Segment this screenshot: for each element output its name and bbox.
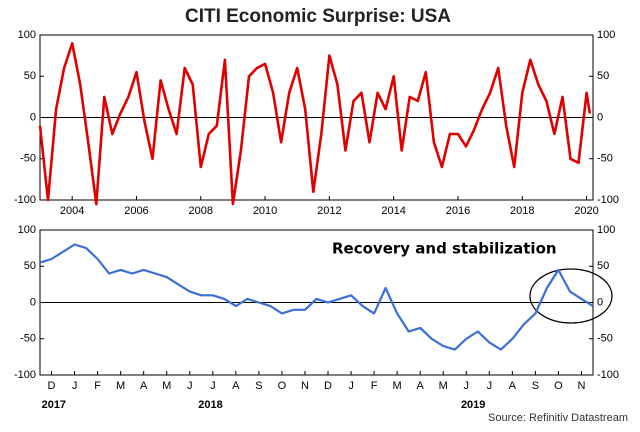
x-tick-label: 2004 <box>60 205 84 217</box>
y-tick-label-right: 0 <box>597 111 603 123</box>
x-tick-label: A <box>509 380 517 392</box>
y-tick-label: -50 <box>20 333 36 345</box>
x-tick-label: O <box>554 380 563 392</box>
y-tick-label-right: 100 <box>597 224 615 236</box>
highlight-ellipse <box>529 268 613 324</box>
y-tick-label-right: 100 <box>597 29 615 41</box>
year-label: 2018 <box>198 399 222 411</box>
x-tick-label: M <box>393 380 402 392</box>
y-tick-label: -50 <box>20 153 36 165</box>
y-tick-label: 0 <box>30 296 36 308</box>
x-tick-label: 2016 <box>446 205 470 217</box>
x-tick-label: 2018 <box>510 205 534 217</box>
x-tick-label: F <box>94 380 101 392</box>
x-tick-label: 2006 <box>124 205 148 217</box>
x-tick-label: F <box>371 380 378 392</box>
y-tick-label-right: -100 <box>597 369 619 381</box>
x-tick-label: 2014 <box>381 205 405 217</box>
x-tick-label: O <box>278 380 287 392</box>
y-tick-label-right: -50 <box>597 153 613 165</box>
y-tick-label: -100 <box>14 369 36 381</box>
series-line <box>38 42 592 206</box>
x-tick-label: A <box>140 380 148 392</box>
y-tick-label: 100 <box>18 29 36 41</box>
x-tick-label: J <box>187 380 193 392</box>
y-tick-label: 0 <box>30 111 36 123</box>
x-tick-label: J <box>464 380 470 392</box>
x-tick-label: M <box>439 380 448 392</box>
y-tick-label: 100 <box>18 224 36 236</box>
x-tick-label: N <box>301 380 309 392</box>
x-tick-label: S <box>255 380 262 392</box>
x-tick-label: J <box>210 380 216 392</box>
y-tick-label-right: -50 <box>597 333 613 345</box>
x-tick-label: J <box>348 380 354 392</box>
x-tick-label: J <box>487 380 493 392</box>
series-line <box>39 243 594 351</box>
x-tick-label: M <box>116 380 125 392</box>
x-tick-label: A <box>232 380 240 392</box>
y-tick-label-right: 50 <box>597 70 609 82</box>
x-tick-label: 2020 <box>574 205 598 217</box>
x-tick-label: 2012 <box>317 205 341 217</box>
y-tick-label: 50 <box>24 260 36 272</box>
x-tick-label: J <box>72 380 78 392</box>
x-tick-label: A <box>417 380 425 392</box>
chart-title: CITI Economic Surprise: USA <box>185 6 451 27</box>
x-tick-label: M <box>162 380 171 392</box>
y-tick-label-right: 0 <box>597 296 603 308</box>
y-tick-label: -100 <box>14 194 36 206</box>
y-tick-label-right: -100 <box>597 194 619 206</box>
y-tick-label-right: 50 <box>597 260 609 272</box>
x-tick-label: 2008 <box>189 205 213 217</box>
x-tick-label: S <box>532 380 539 392</box>
y-tick-label: 50 <box>24 70 36 82</box>
x-tick-label: N <box>578 380 586 392</box>
year-label: 2017 <box>42 399 66 411</box>
x-tick-label: D <box>324 380 332 392</box>
annotation: Recovery and stabilization <box>332 240 557 258</box>
x-tick-label: 2010 <box>253 205 277 217</box>
x-tick-label: D <box>48 380 56 392</box>
source: Source: Refinitiv Datastream <box>488 412 628 424</box>
year-label: 2019 <box>461 399 485 411</box>
